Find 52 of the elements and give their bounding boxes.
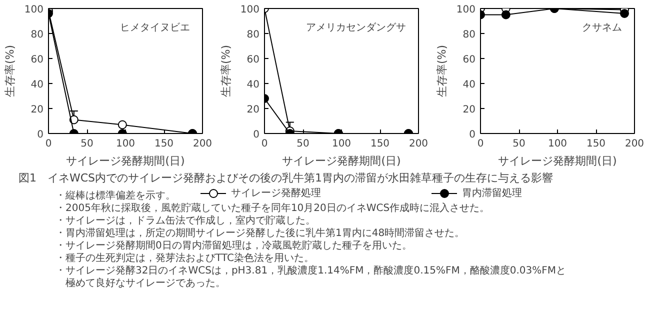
- y-tick-label: 80: [462, 30, 476, 40]
- y-tick-label: 40: [30, 80, 44, 90]
- y-tick-label: 0: [469, 130, 476, 140]
- y-tick-label: 60: [462, 54, 476, 66]
- x-axis-title: サイレージ発酵期間(日): [66, 154, 185, 168]
- y-tick-label: 0: [37, 130, 44, 140]
- x-tick-label: 50: [80, 138, 94, 150]
- y-tick-label: 20: [246, 104, 260, 116]
- y-tick-label: 100: [456, 4, 476, 16]
- text: ・2005年秋に採取後，風乾貯蔵していた種子を同年10月20日のイネWCS作成時に混入させた。: [56, 202, 490, 214]
- y-tick-label: 80: [246, 30, 260, 40]
- y-axis-title: 生存率(%): [3, 44, 16, 98]
- y-tick-label: 100: [24, 4, 44, 16]
- text: ・胃内滞留処理は，所定の期間サイレージ発酵した後に乳牛第1胃内に48時間滞留させた。: [56, 227, 465, 239]
- y-tick-label: 20: [30, 104, 44, 116]
- y-tick-label: 60: [30, 54, 44, 66]
- x-tick-label: 0: [45, 138, 52, 150]
- x-tick-label: 200: [408, 138, 428, 150]
- annotation: ヒメタイヌビエ: [120, 22, 190, 34]
- x-tick-label: 0: [261, 138, 268, 150]
- text: ・サイレージは，ドラム缶法で作成し，室内で貯蔵した。: [56, 214, 316, 226]
- x-tick-label: 100: [332, 138, 352, 150]
- y-tick-label: 40: [462, 80, 476, 90]
- text: 図1 イネWCS内でのサイレージ発酵およびその後の乳牛第1胃内の滞留が水田雑草種子の生存に与える影響: [18, 172, 554, 184]
- x-tick-label: 200: [624, 138, 644, 150]
- annotation: クサネム: [582, 22, 622, 34]
- text: ・縦棒は標準偏差を示す。: [56, 190, 176, 202]
- y-tick-label: 20: [462, 104, 476, 116]
- y-tick-label: 100: [240, 4, 260, 16]
- x-tick-label: 100: [116, 138, 136, 150]
- x-tick-label: 200: [192, 138, 212, 150]
- y-tick-label: 60: [246, 54, 260, 66]
- x-tick-label: 0: [477, 138, 484, 150]
- y-tick-label: 0: [253, 130, 260, 140]
- x-axis-title: サイレージ発酵期間(日): [498, 154, 617, 168]
- annotation: アメリカセンダングサ: [306, 22, 406, 34]
- y-axis-title: 生存率(%): [219, 44, 232, 98]
- text: ・種子の生死判定は，発芽法およびTTC染色法を用いた。: [56, 252, 314, 264]
- legend-label: サイレージ発酵処理: [231, 187, 321, 200]
- x-tick-label: 50: [296, 138, 310, 150]
- x-tick-label: 100: [548, 138, 568, 150]
- y-tick-label: 40: [246, 80, 260, 90]
- legend-label: 胃内滞留処理: [462, 186, 522, 200]
- y-axis-title: 生存率(%): [435, 44, 448, 98]
- text: ・サイレージ発酵期間0日の胃内滞留処理は，冷蔵風乾貯蔵した種子を用いた。: [56, 240, 412, 252]
- x-axis-title: サイレージ発酵期間(日): [282, 154, 401, 168]
- text: ・サイレージ発酵32日のイネWCSは，pH3.81，乳酸濃度1.14%FM，酢酸濃度0.15%FM，酪酸濃度0.03%FMと極めて良好なサイレージであった。: [56, 264, 566, 289]
- x-tick-label: 150: [370, 138, 390, 150]
- x-tick-label: 50: [512, 138, 526, 150]
- x-tick-label: 150: [154, 138, 174, 150]
- x-tick-label: 150: [586, 138, 606, 150]
- y-tick-label: 80: [30, 30, 44, 40]
